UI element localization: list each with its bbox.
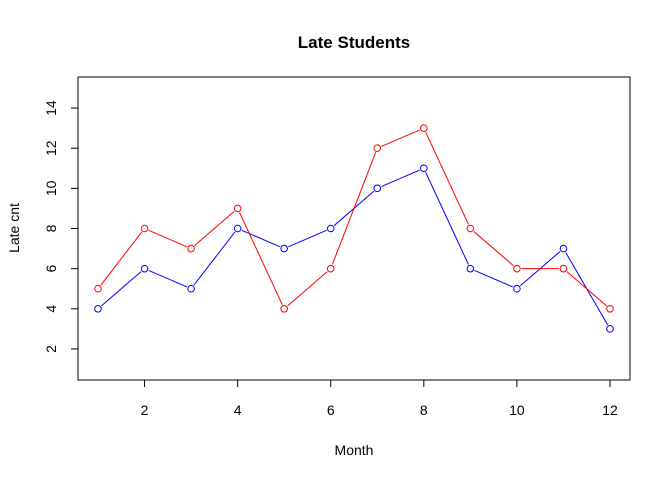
data-point [187,284,195,293]
chart-title: Late Students [298,33,410,52]
data-point [466,224,475,233]
y-axis: 2 4 6 8 10 12 14 [43,100,79,353]
data-point [606,325,614,333]
series-1 [94,164,614,333]
series-line-segment [288,229,327,248]
x-tick-label: 6 [327,402,335,418]
x-axis-label: Month [335,442,374,458]
y-tick-label: 6 [43,265,59,273]
data-point [280,244,288,253]
data-point [373,144,382,153]
series-line-segment [287,271,328,307]
series-2 [94,124,614,313]
x-tick-label: 8 [420,402,428,418]
series-line-segment [193,231,236,286]
series-line-segment [425,172,469,265]
series-line-segment [381,169,420,188]
series-line-segment [425,132,469,225]
y-tick-label: 4 [43,305,59,313]
series-line-segment [473,231,514,267]
series-line-segment [381,129,420,147]
data-point [140,224,149,233]
data-point [187,244,195,253]
series-line-segment [194,210,235,247]
data-point [233,224,242,233]
plot-frame [77,76,631,381]
series-line-segment [331,152,377,265]
data-point [420,164,428,173]
data-point [373,184,382,193]
data-point [326,264,335,273]
data-point [513,264,521,273]
data-point [559,244,568,253]
series-line-segment [148,229,188,248]
data-point [94,304,102,313]
series-line-segment [148,269,188,288]
series-line-segment [239,212,283,305]
y-tick-label: 14 [43,100,59,116]
data-point [513,284,521,293]
series-line-segment [474,269,513,288]
data-point [466,264,475,273]
data-point [233,204,242,213]
x-axis: 2 4 6 8 10 12 [141,379,618,418]
data-point [606,304,614,313]
x-tick-label: 4 [234,402,242,418]
y-tick-label: 12 [43,140,59,156]
series-line-segment [566,271,607,307]
y-tick-label: 8 [43,224,59,232]
y-tick-label: 10 [43,180,59,196]
y-axis-label: Late cnt [6,203,22,253]
data-point [326,224,335,233]
data-point [420,124,428,132]
data-point [280,304,288,313]
series-line-segment [101,271,142,307]
y-tick-label: 2 [43,345,59,353]
x-tick-label: 10 [509,402,525,418]
series-line-segment [100,231,143,286]
series-layer [94,124,614,333]
x-tick-label: 2 [141,402,149,418]
data-point [559,264,568,273]
series-line-segment [241,229,281,248]
x-tick-label: 12 [602,402,618,418]
data-point [94,284,102,293]
data-point [140,264,149,273]
